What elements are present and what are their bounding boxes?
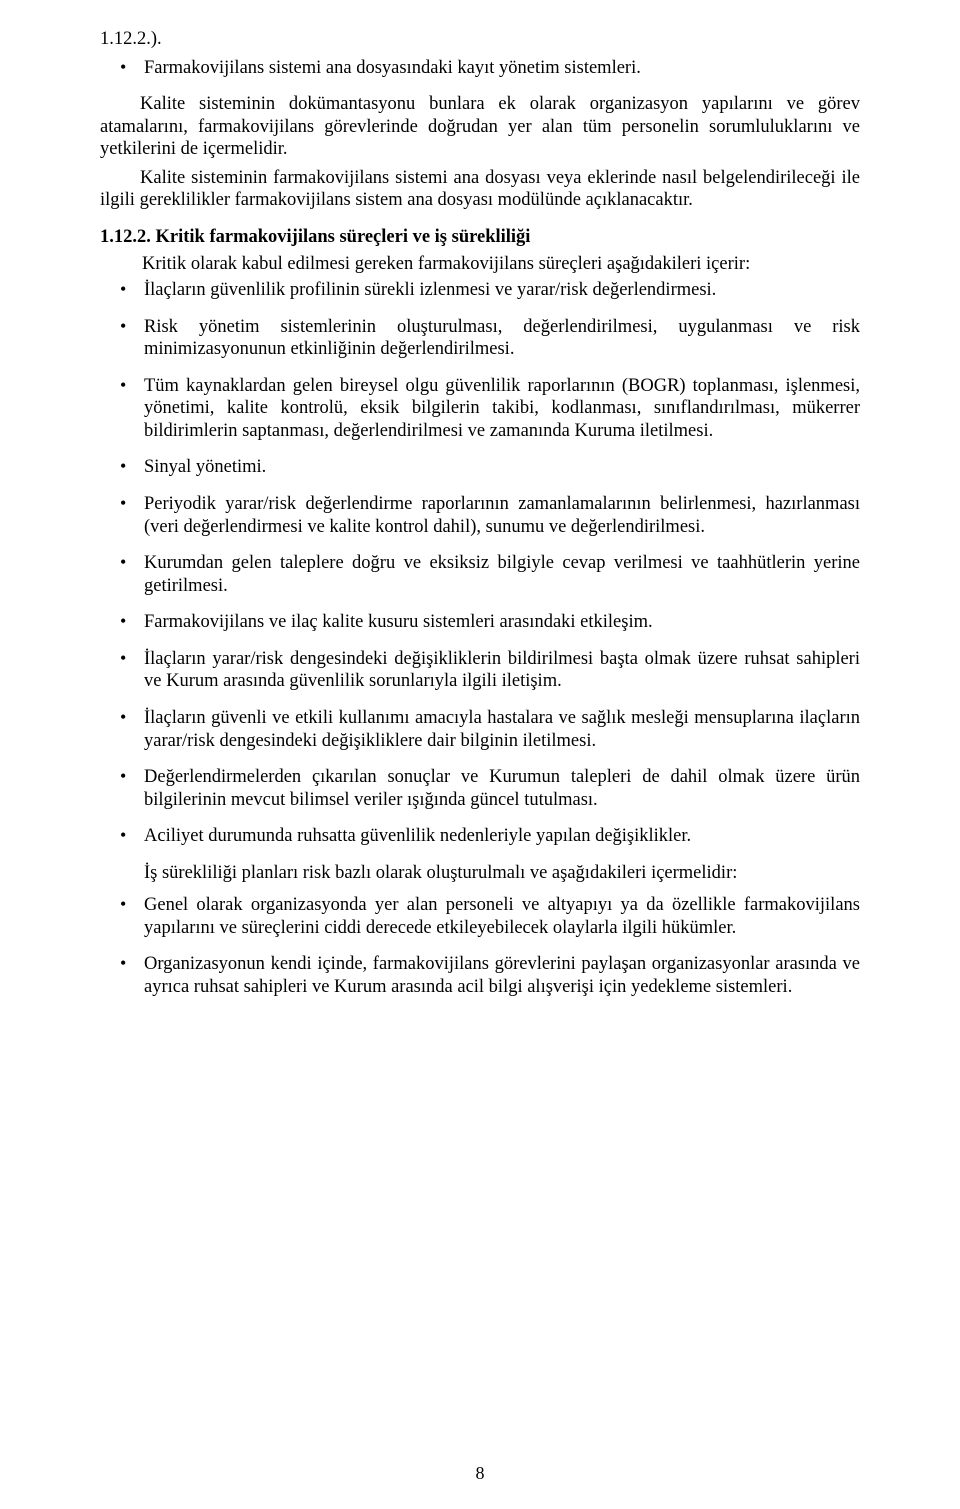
list-item: Organizasyonun kendi içinde, farmakoviji…	[100, 953, 860, 998]
intro-paragraph-2: Kalite sisteminin farmakovijilans sistem…	[100, 167, 860, 212]
section-lead: Kritik olarak kabul edilmesi gereken far…	[100, 253, 860, 276]
list-item: Risk yönetim sistemlerinin oluşturulması…	[100, 316, 860, 361]
section-heading-1-12-2: 1.12.2. Kritik farmakovijilans süreçleri…	[100, 226, 860, 249]
intro-paragraph-1: Kalite sisteminin dokümantasyonu bunlara…	[100, 93, 860, 161]
list-item: Tüm kaynaklardan gelen bireysel olgu güv…	[100, 375, 860, 443]
list-item: Aciliyet durumunda ruhsatta güvenlilik n…	[100, 825, 860, 848]
list-item: İlaçların güvenli ve etkili kullanımı am…	[100, 707, 860, 752]
continuity-list: Genel olarak organizasyonda yer alan per…	[100, 894, 860, 998]
list-item: Genel olarak organizasyonda yer alan per…	[100, 894, 860, 939]
list-item: İlaçların yarar/risk dengesindeki değişi…	[100, 648, 860, 693]
list-item: Farmakovijilans ve ilaç kalite kusuru si…	[100, 611, 860, 634]
list-item: Değerlendirmelerden çıkarılan sonuçlar v…	[100, 766, 860, 811]
document-page: 1.12.2.). Farmakovijilans sistemi ana do…	[0, 0, 960, 1509]
list-item: Periyodik yarar/risk değerlendirme rapor…	[100, 493, 860, 538]
list-item: Kurumdan gelen taleplere doğru ve eksiks…	[100, 552, 860, 597]
critical-processes-list: İlaçların güvenlilik profilinin sürekli …	[100, 279, 860, 848]
intro-bullet-list: Farmakovijilans sistemi ana dosyasındaki…	[100, 57, 860, 80]
section-number: 1.12.2.	[100, 227, 151, 247]
page-number: 8	[0, 1463, 960, 1485]
list-item: Farmakovijilans sistemi ana dosyasındaki…	[100, 57, 860, 80]
list-item: İlaçların güvenlilik profilinin sürekli …	[100, 279, 860, 302]
intro-reference: 1.12.2.).	[100, 28, 860, 51]
section-title: Kritik farmakovijilans süreçleri ve iş s…	[156, 227, 531, 247]
continuity-lead: İş sürekliliği planları risk bazlı olara…	[144, 862, 860, 885]
list-item: Sinyal yönetimi.	[100, 456, 860, 479]
